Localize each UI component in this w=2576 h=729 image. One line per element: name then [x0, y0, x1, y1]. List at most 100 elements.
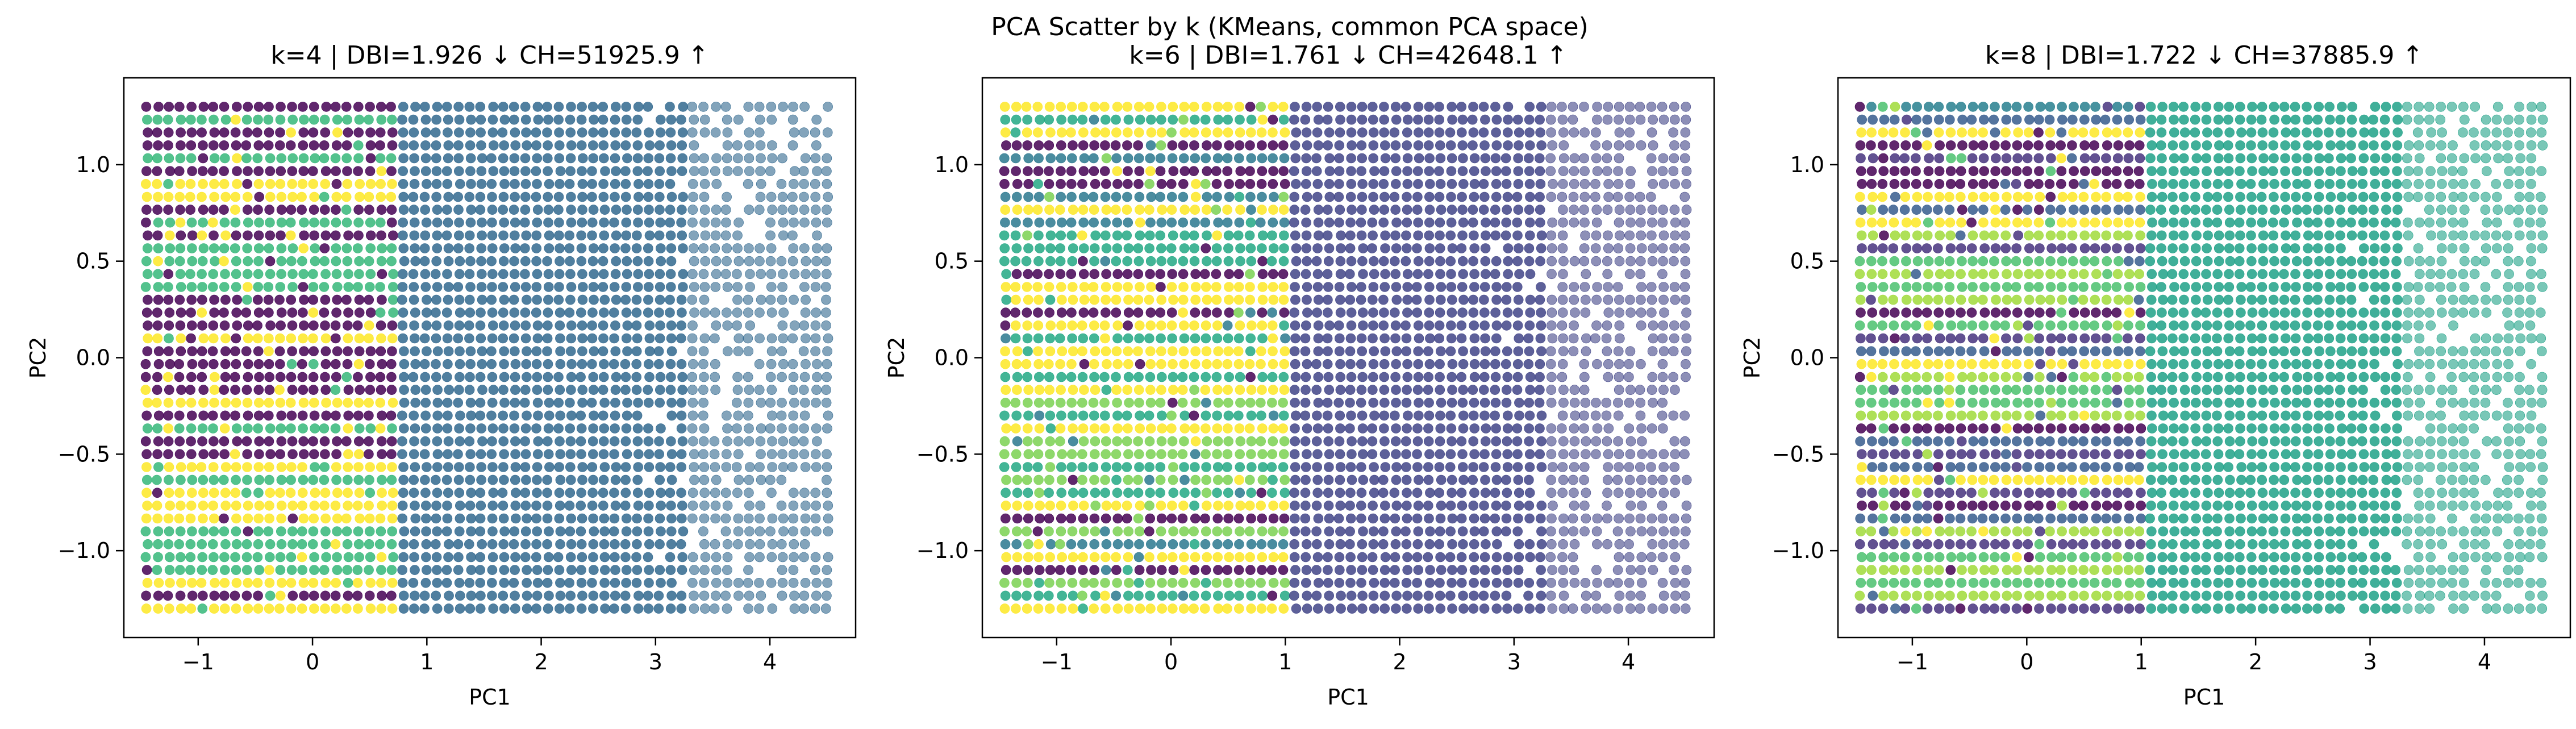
data-point — [1435, 513, 1446, 524]
data-point — [453, 230, 464, 241]
data-point — [1245, 294, 1255, 305]
data-point — [1145, 423, 1156, 434]
data-point — [1579, 217, 1590, 228]
data-point — [1647, 166, 1657, 177]
data-point — [733, 114, 744, 125]
data-point — [823, 501, 833, 511]
data-point — [643, 436, 654, 447]
data-point — [1045, 346, 1056, 357]
data-point — [1312, 102, 1322, 112]
data-point — [152, 307, 162, 318]
data-point — [1201, 127, 1211, 138]
data-point — [744, 205, 755, 215]
data-point — [1478, 526, 1489, 537]
data-point — [767, 140, 777, 151]
data-point — [778, 526, 789, 537]
data-point — [142, 140, 153, 151]
data-point — [466, 114, 476, 125]
data-point — [1367, 423, 1378, 434]
data-point — [1133, 436, 1143, 447]
data-point — [1481, 423, 1491, 434]
data-point — [1637, 578, 1647, 588]
data-point — [1648, 140, 1658, 151]
data-point — [1021, 359, 1032, 369]
data-point — [1603, 359, 1614, 369]
data-point — [588, 127, 598, 138]
data-point — [1100, 423, 1110, 434]
data-point — [1145, 397, 1156, 408]
data-point — [175, 320, 186, 331]
data-point — [1123, 114, 1134, 125]
data-point — [1023, 462, 1033, 472]
data-point — [454, 114, 465, 125]
data-point — [1213, 474, 1223, 485]
data-point — [398, 178, 409, 189]
data-point — [1335, 462, 1346, 472]
data-point — [1854, 590, 1865, 601]
data-point — [1601, 603, 1612, 614]
data-point — [1568, 191, 1579, 202]
data-point — [1177, 385, 1188, 395]
data-point — [1647, 127, 1657, 138]
data-point — [1023, 488, 1033, 498]
data-point — [1190, 397, 1201, 408]
data-point — [1490, 488, 1500, 498]
data-point — [1179, 488, 1190, 498]
data-point — [689, 603, 699, 614]
data-point — [1279, 230, 1289, 241]
data-point — [164, 526, 174, 537]
data-point — [197, 603, 208, 614]
data-point — [219, 423, 230, 434]
data-point — [1290, 423, 1300, 434]
data-point — [198, 397, 209, 408]
data-point — [264, 462, 274, 472]
data-point — [1122, 269, 1133, 280]
data-point — [398, 552, 409, 563]
data-point — [1614, 359, 1624, 369]
data-point — [1201, 565, 1211, 575]
data-point — [711, 552, 722, 563]
data-point — [241, 590, 252, 601]
data-point — [1569, 565, 1579, 575]
data-point — [1291, 603, 1302, 614]
data-point — [1033, 552, 1044, 563]
data-point — [1490, 217, 1500, 228]
data-point — [174, 513, 185, 524]
data-point — [1536, 590, 1547, 601]
data-point — [1648, 178, 1658, 189]
data-point — [812, 372, 822, 382]
data-point — [1491, 140, 1502, 151]
data-point — [1457, 307, 1468, 318]
data-point — [1624, 539, 1634, 549]
data-point — [241, 488, 252, 498]
data-point — [1246, 256, 1257, 266]
data-point — [276, 205, 287, 215]
data-point — [1469, 191, 1479, 202]
data-point — [432, 565, 442, 575]
data-point — [1500, 230, 1511, 241]
x-tick-label: 3 — [1507, 649, 1521, 674]
data-point — [1347, 140, 1357, 151]
data-point — [821, 385, 831, 395]
data-point — [710, 127, 721, 138]
data-point — [465, 397, 476, 408]
data-point — [598, 256, 608, 266]
data-point — [487, 565, 498, 575]
data-point — [1079, 282, 1090, 292]
data-point — [231, 230, 241, 241]
data-point — [1056, 230, 1066, 241]
data-point — [800, 526, 811, 537]
data-point — [1245, 372, 1256, 382]
data-point — [1079, 385, 1089, 395]
data-point — [1066, 539, 1077, 549]
data-point — [475, 603, 486, 614]
data-point — [1089, 243, 1100, 253]
data-point — [531, 282, 542, 292]
data-point — [1868, 513, 1878, 524]
data-point — [644, 565, 654, 575]
data-point — [1112, 230, 1123, 241]
data-point — [1658, 449, 1669, 460]
data-point — [1358, 269, 1368, 280]
data-point — [1300, 501, 1311, 511]
data-point — [219, 102, 230, 112]
